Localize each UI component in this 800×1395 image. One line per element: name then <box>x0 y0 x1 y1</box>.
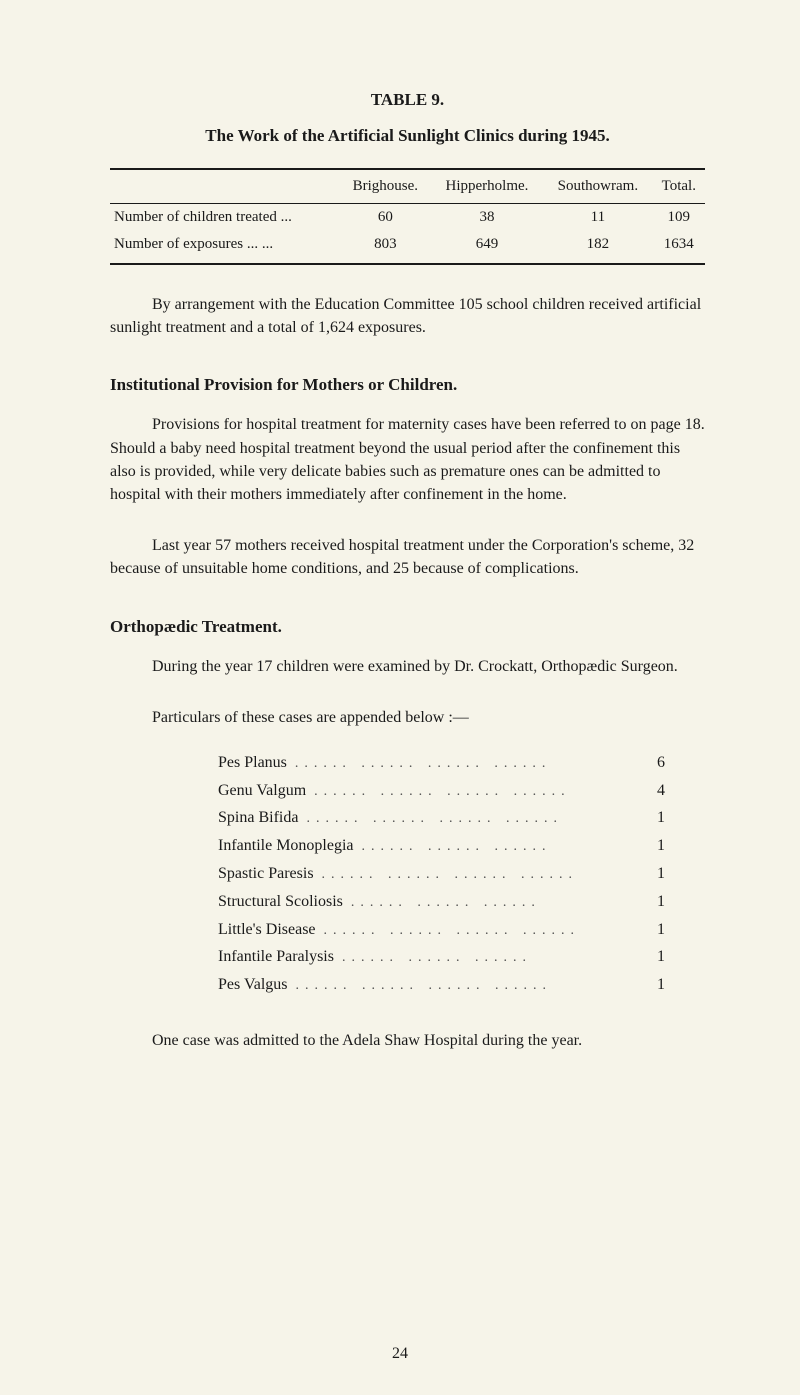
case-label: Infantile Paralysis <box>218 943 334 970</box>
dots: ...... ...... ...... <box>342 946 637 971</box>
table-cell: 649 <box>431 231 543 264</box>
case-value: 1 <box>645 916 665 943</box>
paragraph: During the year 17 children were examine… <box>110 655 705 678</box>
paragraph: Provisions for hospital treatment for ma… <box>110 413 705 506</box>
case-row: Infantile Monoplegia ...... ...... .....… <box>218 832 665 860</box>
paragraph: Last year 57 mothers received hospital t… <box>110 534 705 580</box>
case-row: Spina Bifida ...... ...... ...... ......… <box>218 804 665 832</box>
case-value: 6 <box>645 749 665 776</box>
case-row: Little's Disease ...... ...... ...... ..… <box>218 916 665 944</box>
case-label: Structural Scoliosis <box>218 888 343 915</box>
table-cell: 1634 <box>653 231 705 264</box>
table-header-cell: Brighouse. <box>340 169 431 204</box>
case-row: Spastic Paresis ...... ...... ...... ...… <box>218 860 665 888</box>
table-cell: Number of exposures ... ... <box>110 231 340 264</box>
case-row: Infantile Paralysis ...... ...... ......… <box>218 943 665 971</box>
table-row: Number of exposures ... ... 803 649 182 … <box>110 231 705 264</box>
dots: ...... ...... ...... ...... <box>296 974 638 999</box>
table-header-cell <box>110 169 340 204</box>
case-value: 1 <box>645 888 665 915</box>
dots: ...... ...... ...... ...... <box>295 752 637 777</box>
table-label: TABLE 9. <box>110 90 705 110</box>
case-label: Pes Planus <box>218 749 287 776</box>
dots: ...... ...... ...... <box>362 835 637 860</box>
section-heading: Institutional Provision for Mothers or C… <box>110 375 705 395</box>
case-row: Pes Valgus ...... ...... ...... ...... 1 <box>218 971 665 999</box>
case-label: Spina Bifida <box>218 804 298 831</box>
case-row: Genu Valgum ...... ...... ...... ...... … <box>218 777 665 805</box>
case-label: Genu Valgum <box>218 777 306 804</box>
case-label: Pes Valgus <box>218 971 288 998</box>
case-list: Pes Planus ...... ...... ...... ...... 6… <box>218 749 665 999</box>
case-value: 1 <box>645 943 665 970</box>
table-cell: 182 <box>543 231 652 264</box>
table-cell: 38 <box>431 204 543 232</box>
paragraph: One case was admitted to the Adela Shaw … <box>110 1029 705 1052</box>
case-value: 4 <box>645 777 665 804</box>
table-title: The Work of the Artificial Sunlight Clin… <box>110 126 705 146</box>
table-cell: Number of children treated ... <box>110 204 340 232</box>
data-table: Brighouse. Hipperholme. Southowram. Tota… <box>110 168 705 265</box>
table-header-row: Brighouse. Hipperholme. Southowram. Tota… <box>110 169 705 204</box>
case-value: 1 <box>645 971 665 998</box>
dots: ...... ...... ...... ...... <box>306 807 637 832</box>
case-value: 1 <box>645 860 665 887</box>
table-cell: 109 <box>653 204 705 232</box>
section-heading: Orthopædic Treatment. <box>110 617 705 637</box>
case-row: Structural Scoliosis ...... ...... .....… <box>218 888 665 916</box>
page-number: 24 <box>0 1345 800 1363</box>
table-header-cell: Hipperholme. <box>431 169 543 204</box>
table-cell: 60 <box>340 204 431 232</box>
dots: ...... ...... ...... ...... <box>324 919 637 944</box>
dots: ...... ...... ...... ...... <box>314 780 637 805</box>
table-cell: 803 <box>340 231 431 264</box>
case-row: Pes Planus ...... ...... ...... ...... 6 <box>218 749 665 777</box>
case-label: Infantile Monoplegia <box>218 832 354 859</box>
table-header-cell: Southowram. <box>543 169 652 204</box>
paragraph: By arrangement with the Education Commit… <box>110 293 705 339</box>
case-value: 1 <box>645 804 665 831</box>
table-header-cell: Total. <box>653 169 705 204</box>
dots: ...... ...... ...... ...... <box>322 863 637 888</box>
dots: ...... ...... ...... <box>351 891 637 916</box>
case-label: Little's Disease <box>218 916 316 943</box>
table-cell: 11 <box>543 204 652 232</box>
case-label: Spastic Paresis <box>218 860 314 887</box>
paragraph: Particulars of these cases are appended … <box>110 706 705 729</box>
case-value: 1 <box>645 832 665 859</box>
table-row: Number of children treated ... 60 38 11 … <box>110 204 705 232</box>
